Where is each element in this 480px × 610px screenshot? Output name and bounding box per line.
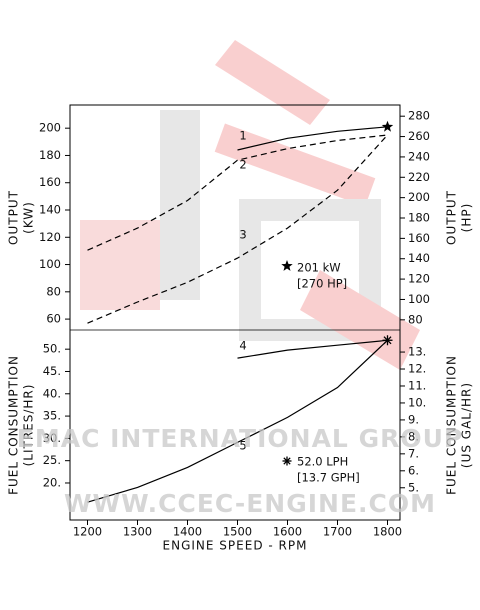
annotation: [270 HP]: [297, 277, 347, 291]
curve-label: 3: [239, 228, 246, 242]
curve-label: 1: [239, 129, 246, 143]
curve: [237, 126, 388, 151]
y2-tick-label: 13.: [408, 345, 426, 359]
x-tick-label: 1800: [373, 525, 402, 539]
y-tick-label: 160: [39, 175, 61, 189]
y-tick-label: 30.: [43, 431, 61, 445]
x-tick-label: 1200: [73, 525, 102, 539]
y-axis-title: (KW): [22, 201, 36, 234]
y2-tick-label: 260: [408, 129, 430, 143]
y-tick-label: 140: [39, 203, 61, 217]
y-tick-label: 25.: [43, 453, 61, 467]
watermark-logo: [80, 40, 420, 370]
y2-tick-label: 120: [408, 272, 430, 286]
curve: [87, 339, 388, 503]
plot-frame: [69, 104, 401, 521]
y-tick-label: 80: [46, 284, 61, 298]
asterisk-stroke: [283, 457, 291, 465]
y-tick-label: 50.: [43, 342, 61, 356]
x-tick-label: 1500: [223, 525, 252, 539]
y2-tick-label: 12.: [408, 362, 426, 376]
y2-tick-label: 6.: [408, 463, 419, 477]
y-tick-label: 180: [39, 148, 61, 162]
annotation: [13.7 GPH]: [297, 471, 360, 485]
y2-tick-label: 200: [408, 190, 430, 204]
rated-point: [381, 120, 394, 132]
watermark: EMAC INTERNATIONAL GROUP: [17, 424, 463, 453]
y2-tick-label: 8.: [408, 429, 419, 443]
watermark: WWW.CCEC-ENGINE.COM: [64, 489, 436, 518]
y-tick-label: 120: [39, 230, 61, 244]
y2-axis-title: (HP): [460, 203, 474, 233]
y2-tick-label: 180: [408, 211, 430, 225]
x-tick-label: 1300: [123, 525, 152, 539]
y2-tick-label: 280: [408, 109, 430, 123]
annotation-symbol: [281, 260, 293, 271]
y2-tick-label: 10.: [408, 395, 426, 409]
y-tick-label: 45.: [43, 364, 61, 378]
y-tick-label: 35.: [43, 409, 61, 423]
curve: [237, 339, 388, 359]
y2-tick-label: 9.: [408, 412, 419, 426]
curve: [87, 134, 388, 251]
y2-tick-label: 80: [408, 312, 423, 326]
y-tick-label: 20.: [43, 475, 61, 489]
y2-tick-label: 7.: [408, 446, 419, 460]
y2-tick-label: 240: [408, 149, 430, 163]
y-axis-title: FUEL CONSUMPTION: [7, 355, 21, 495]
y2-tick-label: 160: [408, 231, 430, 245]
x-axis-title: ENGINE SPEED - RPM: [163, 539, 308, 553]
y2-tick-label: 11.: [408, 378, 426, 392]
y2-axis-title: FUEL CONSUMPTION: [445, 355, 459, 495]
annotation: 201 kW: [297, 261, 341, 275]
y-tick-label: 100: [39, 257, 61, 271]
y2-tick-label: 140: [408, 251, 430, 265]
y2-axis-title: (US GAL/HR): [460, 382, 474, 468]
y2-tick-label: 220: [408, 170, 430, 184]
y-tick-label: 60: [46, 312, 61, 326]
curve-label: 2: [239, 158, 246, 172]
y-tick-label: 200: [39, 121, 61, 135]
annotation: 52.0 LPH: [297, 455, 348, 469]
x-tick-label: 1400: [173, 525, 202, 539]
y-axis-title: (LITRES/HR): [22, 384, 36, 467]
y-axis-title: OUTPUT: [7, 190, 21, 245]
curve-label: 5: [239, 439, 246, 453]
curve-label: 4: [239, 339, 246, 353]
annotation-symbol: [282, 456, 292, 466]
y-tick-label: 40.: [43, 386, 61, 400]
y2-axis-title: OUTPUT: [445, 190, 459, 245]
curve: [87, 134, 388, 324]
y2-tick-label: 100: [408, 292, 430, 306]
y2-tick-label: 5.: [408, 480, 419, 494]
x-tick-label: 1700: [323, 525, 352, 539]
x-tick-label: 1600: [273, 525, 302, 539]
